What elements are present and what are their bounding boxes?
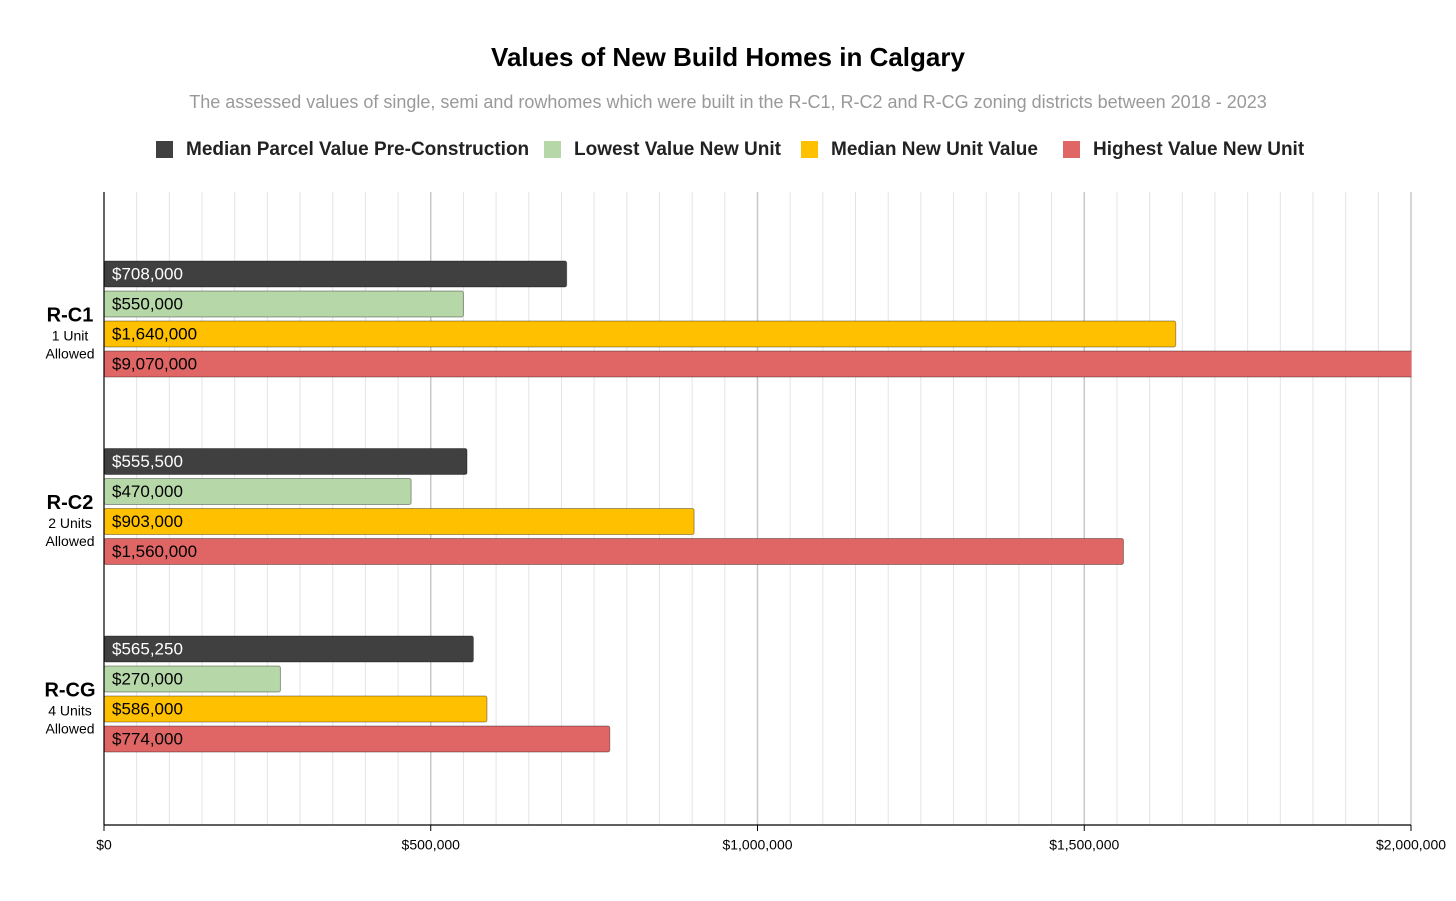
- bars: [104, 260, 1412, 753]
- x-tick-label: $1,500,000: [1049, 837, 1119, 853]
- legend-swatch: [1063, 141, 1080, 158]
- legend-swatch: [801, 141, 818, 158]
- category-label: R-C1: [47, 304, 94, 326]
- category-sublabel: 4 Units: [48, 703, 92, 719]
- foreground: $0 $500,000 $1,000,000 $1,500,000 $2,000,000…: [44, 139, 1446, 853]
- bar: [104, 635, 474, 663]
- bar: [104, 478, 412, 505]
- bar: [104, 695, 488, 723]
- bar: [104, 350, 1412, 378]
- category-sublabel: 2 Units: [48, 515, 92, 531]
- chart-subtitle: The assessed values of single, semi and …: [189, 92, 1267, 112]
- bar: [104, 448, 468, 475]
- bar: [104, 508, 695, 535]
- bar: [104, 725, 611, 753]
- value-label: $555,500: [112, 452, 183, 471]
- legend-label: Lowest Value New Unit: [574, 139, 782, 160]
- value-label: $1,640,000: [112, 324, 197, 343]
- bar: [104, 538, 1124, 565]
- bar: [104, 290, 464, 318]
- x-tick-label: $0: [96, 837, 112, 853]
- legend-label: Median Parcel Value Pre-Construction: [186, 139, 529, 160]
- x-tick-label: $2,000,000: [1376, 837, 1446, 853]
- bar: [104, 665, 281, 693]
- category-sublabel: Allowed: [45, 533, 94, 549]
- chart-title: Values of New Build Homes in Calgary: [491, 42, 965, 72]
- x-tick-label: $500,000: [402, 837, 461, 853]
- x-tick-label: $1,000,000: [722, 837, 792, 853]
- bar: [104, 320, 1177, 348]
- legend-label: Median New Unit Value: [831, 139, 1038, 160]
- legend-swatch: [156, 141, 173, 158]
- value-label: $550,000: [112, 294, 183, 313]
- category-label: R-C2: [47, 492, 94, 514]
- value-label: $470,000: [112, 482, 183, 501]
- value-label: $270,000: [112, 669, 183, 688]
- value-label: $1,560,000: [112, 542, 197, 561]
- category-label: R-CG: [44, 679, 95, 701]
- legend-swatch: [544, 141, 561, 158]
- category-sublabel: Allowed: [45, 346, 94, 362]
- legend-label: Highest Value New Unit: [1093, 139, 1305, 160]
- value-label: $708,000: [112, 264, 183, 283]
- category-sublabel: 1 Unit: [52, 328, 89, 344]
- value-label: $586,000: [112, 699, 183, 718]
- value-label: $9,070,000: [112, 354, 197, 373]
- value-label: $774,000: [112, 729, 183, 748]
- value-label: $565,250: [112, 639, 183, 658]
- bar: [104, 260, 568, 288]
- value-label: $903,000: [112, 512, 183, 531]
- category-sublabel: Allowed: [45, 721, 94, 737]
